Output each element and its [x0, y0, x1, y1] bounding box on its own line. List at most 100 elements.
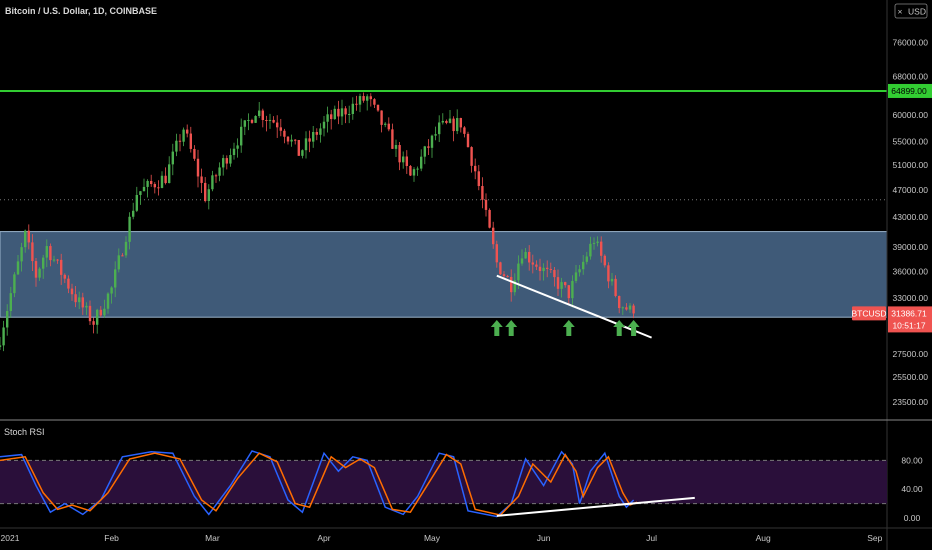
- candle-body: [276, 122, 279, 128]
- candle-body: [628, 305, 632, 310]
- candle-body: [445, 120, 448, 123]
- candle-body: [502, 274, 506, 276]
- candle-body: [96, 309, 99, 325]
- candle-body: [564, 282, 567, 286]
- candle-body: [524, 251, 527, 259]
- candle-body: [528, 251, 531, 263]
- candle-body: [139, 191, 142, 195]
- candle-body: [538, 266, 542, 272]
- price-tick-label: 36000.00: [893, 266, 929, 276]
- candle-body: [376, 104, 380, 111]
- candle-body: [441, 120, 444, 123]
- candle-body: [567, 285, 570, 299]
- candle-body: [60, 259, 63, 275]
- candle-body: [20, 247, 23, 262]
- candle-body: [218, 167, 221, 176]
- stoch-tick-label: 80.00: [901, 455, 923, 465]
- candle-body: [517, 263, 520, 281]
- candle-body: [409, 165, 412, 176]
- candle-body: [326, 114, 329, 122]
- candles-group: [0, 92, 635, 352]
- up-arrow-icon: [505, 320, 518, 336]
- candle-body: [585, 256, 588, 262]
- candle-body: [27, 230, 30, 243]
- resistance-price-box: [888, 83, 932, 98]
- candle-body: [369, 96, 372, 100]
- candle-body: [196, 158, 200, 177]
- candle-body: [193, 148, 196, 159]
- candle-body: [124, 241, 128, 256]
- candle-body: [283, 130, 286, 137]
- time-tick-label: May: [424, 533, 441, 543]
- candle-body: [315, 131, 318, 135]
- price-tick-label: 27500.00: [893, 349, 929, 359]
- candle-body: [470, 147, 473, 166]
- candle-body: [603, 255, 606, 266]
- candle-body: [578, 269, 581, 273]
- candle-body: [182, 129, 185, 142]
- candle-body: [348, 113, 351, 115]
- candle-body: [571, 280, 574, 299]
- candle-body: [304, 138, 308, 151]
- candle-body: [344, 108, 347, 115]
- candle-body: [466, 133, 470, 148]
- stoch-series-line: [0, 452, 638, 516]
- candle-body: [384, 123, 387, 125]
- candle-body: [110, 287, 113, 294]
- candle-body: [463, 127, 466, 134]
- time-tick-label: Jun: [537, 533, 551, 543]
- candle-body: [78, 297, 81, 303]
- candle-body: [16, 261, 20, 275]
- candle-body: [92, 321, 95, 325]
- price-tick-label: 25500.00: [893, 372, 929, 382]
- candle-body: [362, 96, 365, 101]
- candle-body: [297, 139, 300, 156]
- candle-body: [160, 175, 164, 188]
- time-tick-label: 2021: [1, 533, 20, 543]
- candle-body: [405, 156, 408, 166]
- candle-body: [132, 210, 135, 217]
- stoch-band-fill: [0, 460, 887, 504]
- price-tick-label: 60000.00: [893, 110, 929, 120]
- candle-body: [366, 96, 369, 101]
- stoch-trend-line: [496, 496, 695, 517]
- candle-body: [13, 274, 16, 294]
- candle-body: [142, 186, 146, 192]
- candle-body: [189, 133, 192, 149]
- candle-body: [355, 103, 358, 105]
- up-arrow-icon: [627, 320, 640, 336]
- candle-body: [589, 243, 592, 257]
- candle-body: [546, 267, 549, 269]
- candle-body: [600, 241, 603, 256]
- candle-body: [506, 275, 509, 277]
- last-price-label: 31386.71: [891, 308, 927, 318]
- candle-body: [171, 151, 174, 165]
- candle-body: [279, 127, 282, 131]
- candle-body: [340, 108, 344, 117]
- chart-title: Bitcoin / U.S. Dollar, 1D, COINBASE: [5, 6, 157, 16]
- candle-body: [200, 176, 203, 183]
- candle-body: [510, 276, 513, 293]
- candle-body: [337, 108, 340, 117]
- candle-body: [398, 145, 401, 163]
- candle-body: [225, 158, 228, 164]
- candle-body: [553, 269, 556, 278]
- candle-body: [175, 140, 178, 152]
- up-arrow-icon: [613, 320, 626, 336]
- currency-badge-label: USD: [908, 7, 926, 17]
- candle-body: [481, 186, 484, 200]
- candle-body: [301, 150, 304, 156]
- candle-body: [625, 307, 628, 310]
- candle-body: [391, 129, 394, 149]
- candle-body: [322, 121, 326, 129]
- candle-body: [312, 131, 315, 142]
- candle-body: [394, 145, 398, 149]
- candle-body: [556, 277, 560, 289]
- candle-body: [308, 138, 311, 142]
- candle-body: [178, 140, 182, 142]
- candle-body: [85, 305, 88, 308]
- candle-body: [157, 187, 160, 189]
- cross-icon: ×: [898, 7, 903, 17]
- time-tick-label: Aug: [756, 533, 771, 543]
